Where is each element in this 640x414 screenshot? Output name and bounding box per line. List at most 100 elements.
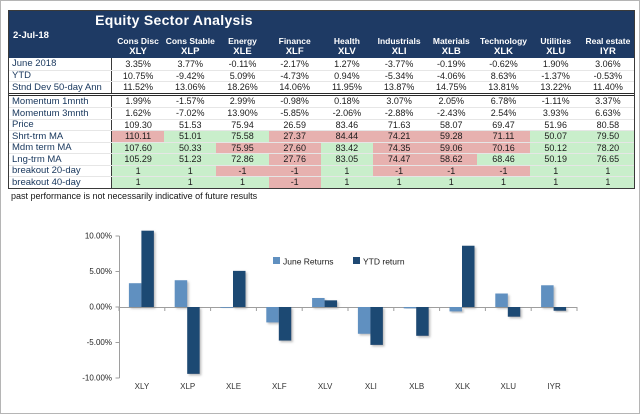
ticker-symbol: XLK <box>493 46 513 57</box>
table-row-momentum-1mnth: Momentum 1mnth 1.99% -1.57% 2.99% -0.98% 0.18… <box>9 95 634 107</box>
sector-name: Energy <box>228 36 257 46</box>
sector-name: Cons Stable <box>165 36 215 46</box>
bar-june-returns-XLU <box>495 293 508 307</box>
bar-june-returns-XLE <box>220 307 233 308</box>
table-row-lng-trm-ma: Lng-trm MA 105.29 51.23 72.86 27.76 83.05 74.4… <box>9 153 634 165</box>
table-cell-XLF: -2.17% <box>280 58 309 69</box>
ticker-symbol: IYR <box>599 46 616 57</box>
ticker-symbol: XLE <box>233 46 252 57</box>
table-cell-XLI: -1 <box>373 165 426 176</box>
column-header-XLB: Materials XLB <box>425 36 477 57</box>
x-tick-label: XLE <box>226 382 241 391</box>
bar-june-returns-XLV <box>312 297 325 307</box>
table-cell-XLP: -7.02% <box>176 108 205 119</box>
bar-june-returns-XLP <box>174 280 188 307</box>
column-header-XLV: Health XLV <box>321 36 373 57</box>
table-cell-XLE: -0.11% <box>228 58 257 69</box>
table-cell-XLY: 1.62% <box>125 108 151 119</box>
bar-ytd-return-IYR <box>553 307 567 311</box>
table-cell-IYR: 80.58 <box>596 119 620 130</box>
table-cell-XLI: -3.77% <box>384 58 414 69</box>
table-cell-XLV: 1 <box>320 165 373 176</box>
ticker-symbol: XLI <box>391 46 407 57</box>
table-row-mdm-term-ma: Mdm term MA 107.60 50.33 75.95 27.60 83.42 74.… <box>9 141 634 153</box>
table-cell-XLV: 83.05 <box>320 154 373 165</box>
table-cell-XLB: -2.43% <box>437 108 466 119</box>
x-tick-label: XLP <box>180 382 195 391</box>
row-label: Momentum 1mnth <box>9 95 112 107</box>
table-cell-XLP: -9.42% <box>176 70 205 81</box>
table-cell-XLK: 13.81% <box>488 82 519 93</box>
bar-june-returns-XLF <box>266 307 279 323</box>
sector-name: Health <box>333 36 360 46</box>
row-label: June 2018 <box>9 58 112 70</box>
row-label: Momentum 3mnth <box>9 108 112 119</box>
report-date: 2-Jul-18 <box>13 30 49 41</box>
row-label: YTD <box>9 70 112 81</box>
table-cell-XLK: 68.46 <box>477 154 530 165</box>
table-cell-XLV: 11.95% <box>331 82 362 93</box>
x-tick-label: XLK <box>455 382 471 391</box>
x-tick-label: XLY <box>135 382 150 391</box>
x-tick-label: XLU <box>501 382 517 391</box>
column-header-IYR: Real estate IYR <box>582 36 634 57</box>
table-cell-XLI: 74.47 <box>373 154 426 165</box>
table-cell-XLE: 13.90% <box>227 108 258 119</box>
table-cell-XLP: 51.01 <box>164 131 217 142</box>
y-tick-label: -5.00% <box>87 338 112 347</box>
ticker-symbol: XLB <box>441 46 461 57</box>
column-header-XLP: Cons Stable XLP <box>164 36 216 57</box>
table-cell-XLB: 59.28 <box>425 131 478 142</box>
section-divider <box>9 92 634 96</box>
bar-ytd-return-XLP <box>187 307 200 374</box>
table-cell-XLK: 6.78% <box>490 96 517 107</box>
column-header-XLK: Technology XLK <box>477 36 529 57</box>
bar-ytd-return-XLE <box>233 270 246 307</box>
x-tick-label: IYR <box>547 382 561 391</box>
table-cell-XLB: -4.06% <box>437 70 466 81</box>
table-cell-XLF: 27.60 <box>268 142 321 153</box>
disclaimer-text: past performance is not necessarily indi… <box>11 191 258 201</box>
bar-ytd-return-XLK <box>462 245 475 307</box>
table-cell-XLY: 10.75% <box>122 70 154 81</box>
sector-name: Materials <box>432 36 470 46</box>
row-label: breakout 40-day <box>9 177 112 188</box>
table-cell-XLF: -5.85% <box>280 108 309 119</box>
bar-june-returns-XLY <box>128 283 142 307</box>
table-row-momentum-3mnth: Momentum 3mnth 1.62% -7.02% 13.90% -5.85% -2.… <box>9 107 634 119</box>
table-cell-XLP: 1 <box>164 177 217 188</box>
table-cell-XLV: 83.46 <box>335 119 359 130</box>
table-cell-XLK: -1 <box>477 165 530 176</box>
table-cell-IYR: -0.53% <box>593 70 623 81</box>
table-cell-XLP: 3.77% <box>177 58 204 69</box>
column-header-XLU: Utilities XLU <box>530 36 582 57</box>
table-cell-XLV: 83.42 <box>320 142 373 153</box>
sector-name: Technology <box>479 36 528 46</box>
table-cell-XLU: 51.96 <box>544 119 567 130</box>
table-cell-IYR: 1 <box>581 165 634 176</box>
table-cell-XLE: 1 <box>216 177 269 188</box>
table-cell-XLB: 58.62 <box>425 154 478 165</box>
table-cell-XLK: -0.62% <box>489 58 518 69</box>
table-cell-XLF: 26.59 <box>283 119 306 130</box>
table-cell-XLI: -5.34% <box>384 70 414 81</box>
table-cell-XLF: -4.73% <box>280 70 309 81</box>
table-cell-IYR: 78.20 <box>581 142 634 153</box>
table-cell-XLV: 0.94% <box>334 70 360 81</box>
table-cell-XLY: 1 <box>112 177 165 188</box>
table-row-ytd: YTD 10.75% -9.42% 5.09% -4.73% 0.94% -5.34% -4.… <box>9 69 634 81</box>
table-cell-XLU: 1.90% <box>542 58 569 69</box>
table-cell-XLB: 14.75% <box>436 82 467 93</box>
table-cell-XLP: -1.57% <box>176 96 205 107</box>
column-header-spacer <box>9 36 112 57</box>
sector-name: Industrials <box>377 36 421 46</box>
table-header-band: Equity Sector Analysis 2-Jul-18 Cons Dis… <box>9 11 634 58</box>
x-tick-label: XLB <box>409 382 424 391</box>
table-cell-XLK: 8.63% <box>490 70 517 81</box>
table-cell-XLY: 1 <box>112 165 165 176</box>
table-cell-XLI: 3.07% <box>386 96 412 107</box>
table-cell-XLF: -1 <box>268 165 321 176</box>
x-tick-label: XLI <box>365 382 377 391</box>
table-cell-XLI: -2.88% <box>384 108 414 119</box>
